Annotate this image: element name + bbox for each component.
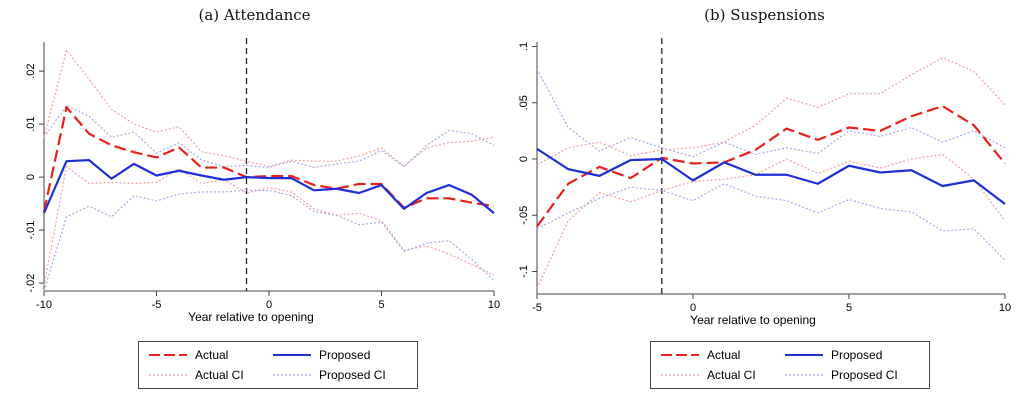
series-proposed — [536, 147, 1006, 205]
legend-swatch-actual-ci — [661, 374, 699, 376]
legend: Actual Proposed Actual CI Proposed CI — [650, 341, 930, 389]
legend-swatch-proposed — [785, 354, 823, 356]
legend-swatch-actual — [149, 354, 187, 356]
series-actual-ci-lower — [43, 165, 495, 286]
legend-label-proposed: Proposed — [831, 348, 883, 362]
y-tick-label: .1 — [518, 42, 530, 51]
x-axis-label: Year relative to opening — [690, 313, 816, 327]
legend-swatch-actual — [661, 354, 699, 356]
legend: Actual Proposed Actual CI Proposed CI — [138, 341, 418, 389]
legend-label-actual-ci: Actual CI — [707, 368, 756, 382]
series-proposed-ci-lower — [536, 183, 1006, 261]
legend-item-actual: Actual — [149, 346, 228, 364]
y-tick-label: -.02 — [25, 274, 37, 293]
y-tick-label: 0 — [25, 174, 37, 180]
y-tick-label: -.1 — [518, 265, 530, 278]
suspensions-chart: -.1 -.05 0 .05 .1 -5 0 5 10 Year relative to open… — [518, 38, 1011, 327]
legend-label-proposed-ci: Proposed CI — [831, 368, 898, 382]
x-tick-label: 5 — [846, 302, 852, 314]
x-tick-label: 5 — [378, 299, 384, 311]
y-tick-label: -.05 — [518, 206, 530, 225]
legend-item-proposed-ci: Proposed CI — [785, 366, 898, 384]
legend-item-actual-ci: Actual CI — [661, 366, 756, 384]
panel-title: (b) Suspensions — [704, 6, 825, 24]
y-tick-label: .01 — [25, 116, 37, 131]
legend-item-proposed-ci: Proposed CI — [273, 366, 386, 384]
x-tick-label: 10 — [488, 299, 500, 311]
legend-label-actual: Actual — [707, 348, 741, 362]
legend-item-proposed: Proposed — [273, 346, 370, 364]
y-tick-label: 0 — [518, 156, 530, 162]
x-tick-label: 0 — [266, 299, 272, 311]
x-tick-label: 10 — [999, 302, 1011, 314]
series-actual-ci-upper — [43, 49, 495, 168]
y-tick-label: .05 — [518, 95, 530, 110]
series-proposed — [42, 159, 495, 214]
legend-item-proposed: Proposed — [785, 346, 882, 364]
series-actual-ci-lower — [536, 153, 1006, 289]
series-actual-ci-upper — [536, 57, 1006, 166]
series-proposed-ci-lower — [43, 189, 495, 292]
x-tick-label: -5 — [532, 302, 542, 314]
legend-swatch-proposed — [273, 354, 311, 356]
legend-label-proposed-ci: Proposed CI — [319, 368, 386, 382]
legend-item-actual: Actual — [661, 346, 740, 364]
legend-label-actual-ci: Actual CI — [195, 368, 244, 382]
x-axis-label: Year relative to opening — [188, 310, 314, 324]
series-proposed-ci-upper — [536, 68, 1006, 158]
y-tick-label: .02 — [25, 63, 37, 78]
series-actual — [42, 106, 495, 212]
panel-title: (a) Attendance — [198, 6, 311, 24]
series-actual — [536, 105, 1006, 228]
legend-swatch-proposed-ci — [785, 374, 823, 376]
attendance-chart: -.02 -.01 0 .01 .02 -10 -5 0 5 10 Year relative to… — [25, 38, 500, 324]
x-tick-label: 0 — [690, 302, 696, 314]
legend-swatch-proposed-ci — [273, 374, 311, 376]
series-proposed-ci-upper — [43, 104, 495, 169]
legend-swatch-actual-ci — [149, 374, 187, 376]
panel-suspensions: (b) Suspensions -.1 -.05 0 .05 .1 -5 0 5 10 Year … — [510, 0, 1019, 399]
panel-attendance: (a) Attendance -.02 -.01 0 .01 .02 -10 -5 0 5 10 Y… — [0, 0, 509, 399]
x-tick-label: -5 — [152, 299, 162, 311]
legend-label-actual: Actual — [195, 348, 229, 362]
legend-label-proposed: Proposed — [319, 348, 371, 362]
legend-item-actual-ci: Actual CI — [149, 366, 244, 384]
x-tick-label: -10 — [36, 299, 52, 311]
y-tick-label: -.01 — [25, 221, 37, 240]
